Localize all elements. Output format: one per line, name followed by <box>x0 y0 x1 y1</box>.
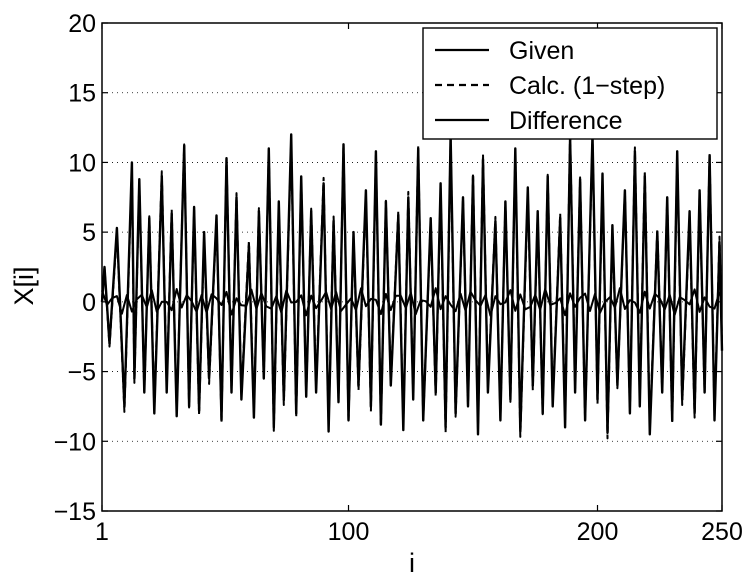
x-tick-label: 200 <box>577 518 619 546</box>
x-axis-label: i <box>409 548 415 577</box>
x-tick-label: 1 <box>95 518 109 546</box>
series-given-line <box>100 133 724 436</box>
y-axis-label: X[i] <box>9 266 39 305</box>
legend: Given Calc. (1−step) Difference <box>422 27 718 140</box>
y-tick-label: 15 <box>68 80 96 108</box>
series-difference-line <box>101 287 721 317</box>
legend-label: Difference <box>509 107 623 135</box>
y-tick-label: −10 <box>54 428 96 456</box>
x-tick-label: 250 <box>701 518 743 546</box>
plot-area <box>100 131 724 440</box>
axis-ticks: −15 −10 −5 0 5 10 15 20 1 100 200 250 <box>54 10 743 546</box>
legend-label: Calc. (1−step) <box>509 72 665 100</box>
series-calc-line <box>101 131 723 440</box>
y-tick-label: −5 <box>67 359 96 387</box>
y-tick-label: 20 <box>68 10 96 38</box>
y-tick-label: 5 <box>82 219 96 247</box>
y-tick-label: 10 <box>68 149 96 177</box>
y-tick-label: 0 <box>82 289 96 317</box>
x-tick-label: 100 <box>328 518 370 546</box>
legend-label: Given <box>509 37 574 65</box>
y-tick-label: −15 <box>54 498 96 526</box>
axes-box <box>101 22 723 512</box>
